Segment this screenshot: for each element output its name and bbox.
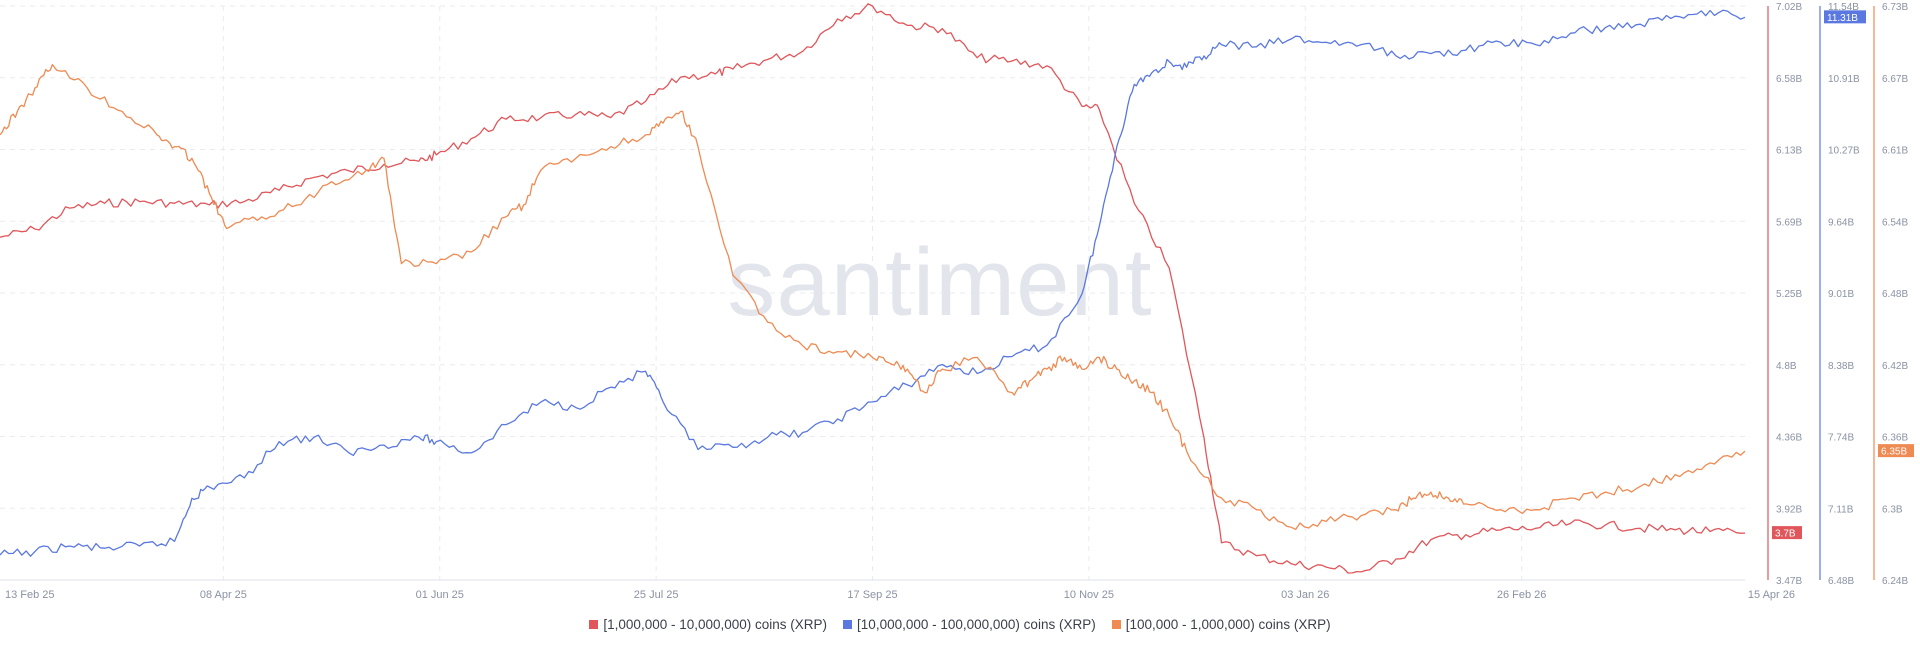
x-tick-label: 10 Nov 25 bbox=[1064, 589, 1114, 601]
legend-swatch bbox=[843, 620, 853, 629]
x-tick-label: 25 Jul 25 bbox=[634, 589, 679, 601]
y-tick-label-orange: 6.61B bbox=[1882, 146, 1908, 157]
x-tick-label: 17 Sep 25 bbox=[847, 589, 897, 601]
legend-label: [1,000,000 - 10,000,000) coins (XRP) bbox=[603, 617, 828, 632]
y-tick-label-orange: 6.36B bbox=[1882, 433, 1908, 444]
y-tick-label-blue: 11.54B bbox=[1828, 2, 1859, 13]
y-tick-label-red: 7.02B bbox=[1776, 2, 1802, 13]
legend-swatch bbox=[589, 620, 599, 629]
legend-item[interactable]: [10,000,000 - 100,000,000) coins (XRP) bbox=[843, 617, 1096, 632]
y-tick-label-red: 3.92B bbox=[1776, 504, 1802, 515]
y-tick-label-red: 3.47B bbox=[1776, 576, 1802, 587]
y-tick-label-red: 6.58B bbox=[1776, 74, 1802, 85]
x-tick-label: 26 Feb 26 bbox=[1497, 589, 1547, 601]
axis-layer: 13 Feb 25 08 Apr 25 01 Jun 25 25 Jul 25 17 S… bbox=[5, 2, 1914, 601]
watermark: santiment bbox=[727, 229, 1152, 336]
series-line-orange bbox=[0, 63, 1746, 531]
legend-swatch bbox=[1111, 620, 1121, 629]
x-tick-label: 08 Apr 25 bbox=[200, 589, 247, 601]
legend-label: [10,000,000 - 100,000,000) coins (XRP) bbox=[857, 617, 1096, 632]
legend-label: [100,000 - 1,000,000) coins (XRP) bbox=[1125, 617, 1331, 632]
y-tick-label-blue: 6.48B bbox=[1828, 576, 1854, 587]
y-tick-label-red: 6.13B bbox=[1776, 146, 1802, 157]
last-value-label-orange: 6.35B bbox=[1881, 447, 1907, 458]
y-tick-label-red: 5.25B bbox=[1776, 289, 1802, 300]
y-tick-label-blue: 9.01B bbox=[1828, 289, 1854, 300]
last-value-label-blue: 11.31B bbox=[1827, 13, 1858, 24]
y-tick-label-blue: 10.91B bbox=[1828, 74, 1860, 85]
series-line-blue bbox=[0, 9, 1746, 557]
x-tick-label: 01 Jun 25 bbox=[416, 589, 464, 601]
x-tick-label: 13 Feb 25 bbox=[5, 589, 55, 601]
y-tick-label-red: 4.36B bbox=[1776, 433, 1802, 444]
last-value-label-red: 3.7B bbox=[1775, 529, 1796, 540]
y-tick-label-orange: 6.67B bbox=[1882, 74, 1908, 85]
y-tick-label-blue: 7.11B bbox=[1828, 504, 1854, 515]
y-tick-label-orange: 6.24B bbox=[1882, 576, 1908, 587]
y-tick-label-red: 4.8B bbox=[1776, 361, 1797, 372]
last-value-badge-red bbox=[1772, 526, 1802, 540]
y-tick-label-blue: 7.74B bbox=[1828, 433, 1854, 444]
x-tick-label: 15 Apr 26 bbox=[1748, 589, 1795, 601]
y-tick-label-orange: 6.42B bbox=[1882, 361, 1908, 372]
series-line-red bbox=[0, 3, 1746, 574]
y-tick-label-orange: 6.54B bbox=[1882, 217, 1908, 228]
y-tick-label-orange: 6.48B bbox=[1882, 289, 1908, 300]
y-tick-label-blue: 10.27B bbox=[1828, 146, 1860, 157]
y-tick-label-blue: 9.64B bbox=[1828, 217, 1854, 228]
legend-item[interactable]: [100,000 - 1,000,000) coins (XRP) bbox=[1111, 617, 1331, 632]
last-value-badge-orange bbox=[1878, 444, 1914, 458]
last-value-badge-blue bbox=[1824, 10, 1866, 24]
y-tick-label-orange: 6.73B bbox=[1882, 2, 1908, 13]
legend: [1,000,000 - 10,000,000) coins (XRP) [10,… bbox=[0, 617, 1920, 632]
x-tick-label: 03 Jan 26 bbox=[1281, 589, 1329, 601]
y-tick-label-red: 5.69B bbox=[1776, 217, 1802, 228]
y-tick-label-blue: 8.38B bbox=[1828, 361, 1854, 372]
y-tick-label-orange: 6.3B bbox=[1882, 504, 1903, 515]
series-layer bbox=[0, 3, 1746, 574]
legend-item[interactable]: [1,000,000 - 10,000,000) coins (XRP) bbox=[589, 617, 827, 632]
